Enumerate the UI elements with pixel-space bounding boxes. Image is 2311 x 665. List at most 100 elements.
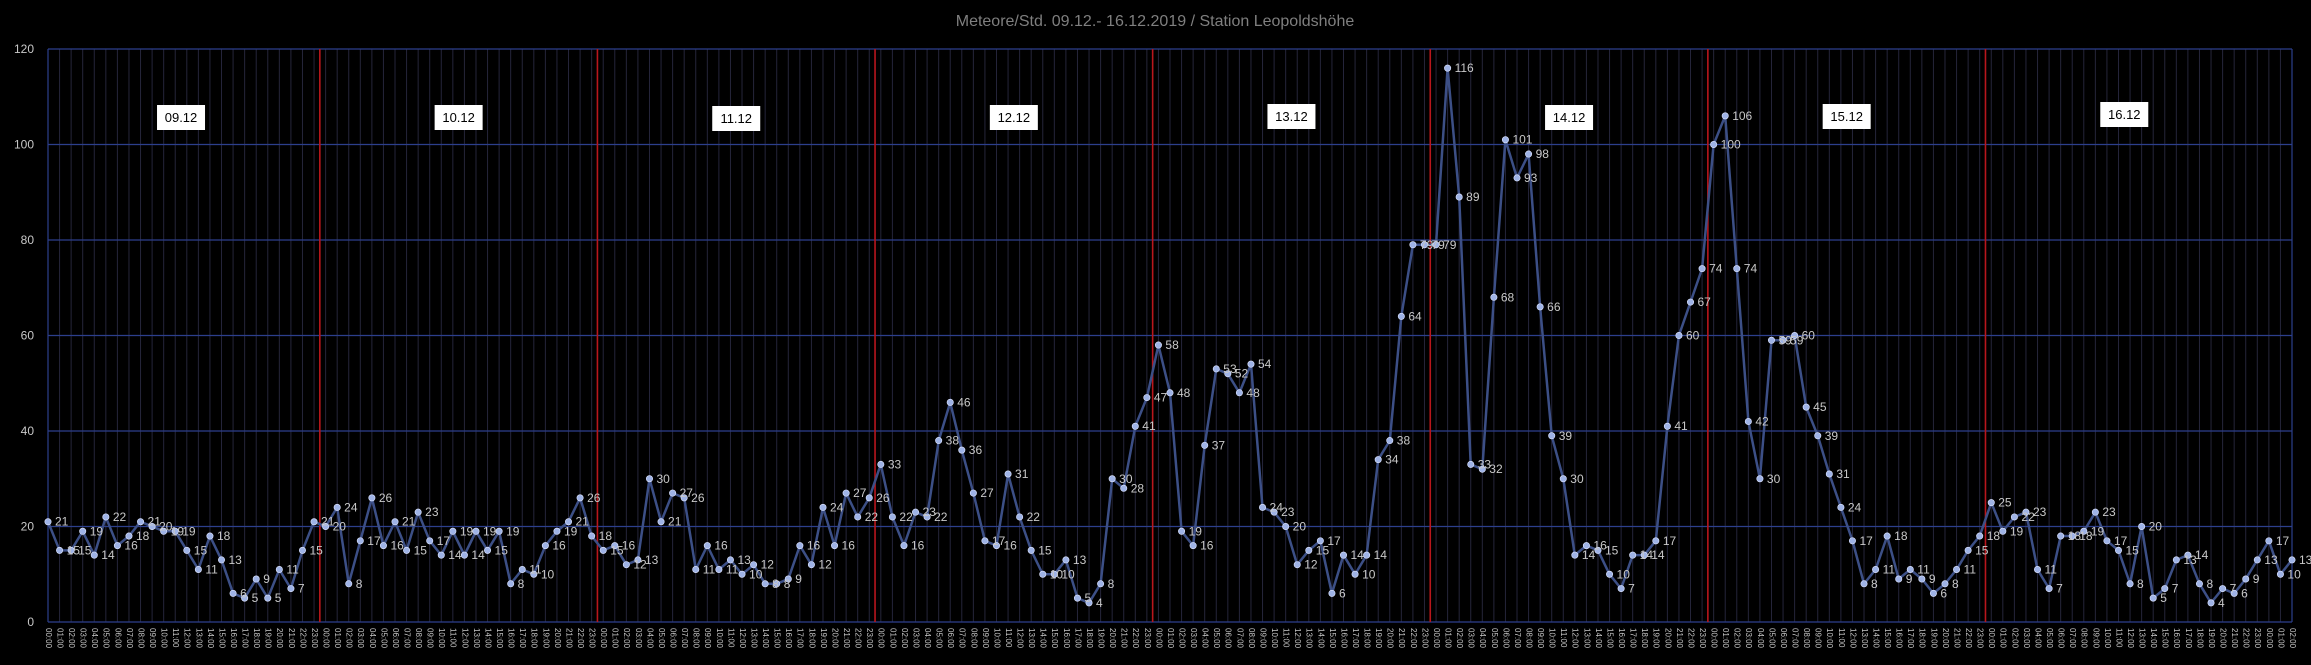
x-tick-label: 16:00 xyxy=(2172,628,2181,649)
data-label: 16 xyxy=(1200,539,1214,553)
data-label: 13 xyxy=(2183,553,2197,567)
data-point xyxy=(2034,565,2042,573)
x-tick-label: 17:00 xyxy=(796,628,805,649)
data-label: 7 xyxy=(298,582,305,596)
x-tick-label: 01:00 xyxy=(1443,628,1452,649)
data-point xyxy=(1351,570,1359,578)
data-label: 7 xyxy=(2172,582,2179,596)
y-tick-label: 40 xyxy=(21,424,35,438)
x-tick-label: 13:00 xyxy=(1582,628,1591,649)
data-point xyxy=(2265,537,2273,545)
data-point xyxy=(1455,193,1463,201)
x-tick-label: 00:00 xyxy=(1710,628,1719,649)
x-tick-label: 19:00 xyxy=(264,628,273,649)
x-tick-label: 16:00 xyxy=(507,628,516,649)
x-tick-label: 15:00 xyxy=(2161,628,2170,649)
data-point xyxy=(680,494,688,502)
x-tick-label: 14:00 xyxy=(1316,628,1325,649)
data-label: 27 xyxy=(680,486,694,500)
x-tick-label: 20:00 xyxy=(1663,628,1672,649)
x-tick-label: 23:00 xyxy=(1976,628,1985,649)
day-label: 15.12 xyxy=(1830,109,1863,124)
x-tick-label: 18:00 xyxy=(1363,628,1372,649)
data-label: 16 xyxy=(124,539,138,553)
data-label: 64 xyxy=(1408,309,1422,323)
data-label: 9 xyxy=(1929,572,1936,586)
data-point xyxy=(588,532,596,540)
data-label: 13 xyxy=(2264,553,2278,567)
data-point xyxy=(1432,241,1440,249)
x-tick-label: 03:00 xyxy=(1189,628,1198,649)
data-point xyxy=(900,542,908,550)
data-label: 41 xyxy=(1142,419,1156,433)
data-label: 22 xyxy=(1027,510,1041,524)
data-label: 30 xyxy=(1119,472,1133,486)
day-label-box xyxy=(434,105,483,130)
data-label: 17 xyxy=(992,534,1006,548)
data-label: 11 xyxy=(2045,562,2058,576)
data-point xyxy=(669,489,677,497)
x-tick-label: 22:00 xyxy=(1686,628,1695,649)
data-label: 33 xyxy=(1478,457,1492,471)
data-label: 13 xyxy=(2299,553,2311,567)
data-point xyxy=(611,542,619,550)
data-point xyxy=(171,527,179,535)
x-tick-label: 08:00 xyxy=(414,628,423,649)
data-point xyxy=(1687,298,1695,306)
x-tick-label: 02:00 xyxy=(67,628,76,649)
data-label: 67 xyxy=(1698,295,1712,309)
data-point xyxy=(1305,546,1313,554)
data-label: 19 xyxy=(182,524,196,538)
x-tick-label: 12:00 xyxy=(460,628,469,649)
day-label-box xyxy=(1545,105,1594,130)
data-label: 48 xyxy=(1177,386,1191,400)
data-point xyxy=(599,546,607,554)
data-point xyxy=(1802,403,1810,411)
data-point xyxy=(807,561,815,569)
x-tick-label: 21:00 xyxy=(1952,628,1961,649)
x-tick-label: 21:00 xyxy=(1675,628,1684,649)
data-label: 18 xyxy=(2079,529,2093,543)
data-point xyxy=(1860,580,1868,588)
data-point xyxy=(1964,546,1972,554)
x-tick-label: 12:00 xyxy=(183,628,192,649)
data-point xyxy=(1166,389,1174,397)
data-label: 16 xyxy=(807,539,821,553)
x-tick-label: 03:00 xyxy=(2022,628,2031,649)
x-tick-label: 04:00 xyxy=(923,628,932,649)
x-tick-label: 05:00 xyxy=(657,628,666,649)
data-label: 27 xyxy=(853,486,867,500)
data-label: 19 xyxy=(483,524,497,538)
data-label: 5 xyxy=(2160,591,2167,605)
data-label: 58 xyxy=(1165,338,1179,352)
data-label: 21 xyxy=(668,515,682,529)
data-point xyxy=(1594,546,1602,554)
data-label: 7 xyxy=(2230,582,2237,596)
data-point xyxy=(1235,389,1243,397)
data-point xyxy=(1316,537,1324,545)
x-tick-label: 00:00 xyxy=(44,628,53,649)
data-point xyxy=(1987,499,1995,507)
x-tick-label: 01:00 xyxy=(888,628,897,649)
data-point xyxy=(2195,580,2203,588)
data-point xyxy=(1363,551,1371,559)
x-tick-label: 17:00 xyxy=(2184,628,2193,649)
x-tick-label: 09:00 xyxy=(1258,628,1267,649)
x-tick-label: 10:00 xyxy=(160,628,169,649)
x-tick-label: 03:00 xyxy=(634,628,643,649)
data-point xyxy=(1559,475,1567,483)
data-label: 11 xyxy=(529,562,542,576)
x-tick-label: 05:00 xyxy=(935,628,944,649)
data-label: 9 xyxy=(2253,572,2260,586)
data-point xyxy=(194,565,202,573)
data-point xyxy=(1652,537,1660,545)
x-tick-label: 07:00 xyxy=(402,628,411,649)
x-tick-label: 03:00 xyxy=(1467,628,1476,649)
data-label: 12 xyxy=(633,558,647,572)
data-label: 74 xyxy=(1709,262,1723,276)
data-label: 23 xyxy=(923,505,937,519)
x-tick-label: 09:00 xyxy=(981,628,990,649)
x-tick-label: 17:00 xyxy=(1073,628,1082,649)
x-tick-label: 04:00 xyxy=(90,628,99,649)
data-label: 34 xyxy=(1385,453,1399,467)
